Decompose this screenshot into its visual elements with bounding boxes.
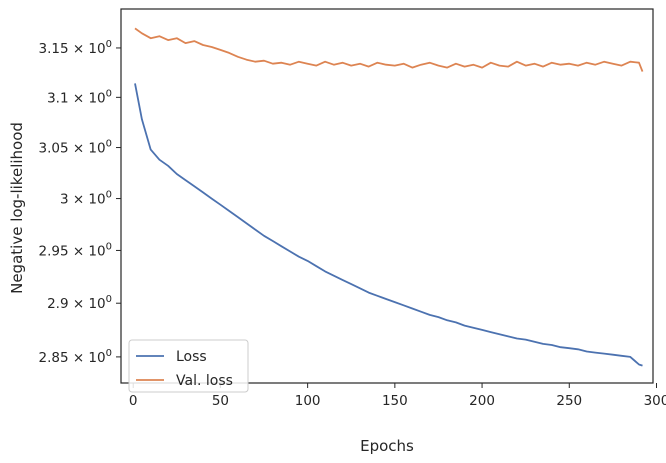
- y-axis-title: Negative log-likelihood: [8, 122, 26, 294]
- legend-label-val-loss: Val. loss: [176, 373, 233, 389]
- x-tick-label: 250: [556, 393, 582, 409]
- series-layer: [134, 27, 644, 367]
- x-tick-label: 50: [212, 393, 229, 409]
- y-tick-label: 2.95 × 100: [38, 241, 112, 259]
- y-tick-label: 2.85 × 100: [38, 348, 112, 366]
- x-tick-label: 300: [644, 393, 666, 409]
- legend-label-loss: Loss: [176, 349, 207, 365]
- x-axis-title: Epochs: [360, 437, 414, 455]
- tick-layer: 0 50 100 150 200 250 300 2.85 × 100 2.9 × 100 2.9…: [38, 39, 666, 409]
- x-tick-label: 100: [295, 393, 321, 409]
- legend: Loss Val. loss: [128, 339, 249, 393]
- x-tick-label: 150: [382, 393, 408, 409]
- x-tick-label: 0: [129, 393, 138, 409]
- y-tick-label: 3.05 × 100: [38, 139, 112, 157]
- plot-area-background: [121, 9, 653, 383]
- y-tick-label: 2.9 × 100: [47, 294, 112, 312]
- x-tick-label: 200: [469, 393, 495, 409]
- y-tick-label: 3.15 × 100: [38, 39, 112, 57]
- series-line-val-loss: [134, 27, 644, 72]
- y-tick-label: 3 × 100: [60, 190, 112, 208]
- legend-box: [128, 339, 249, 393]
- y-tick-label: 3.1 × 100: [47, 88, 112, 106]
- series-line-loss: [134, 83, 643, 367]
- plot-area-frame: [120, 8, 654, 384]
